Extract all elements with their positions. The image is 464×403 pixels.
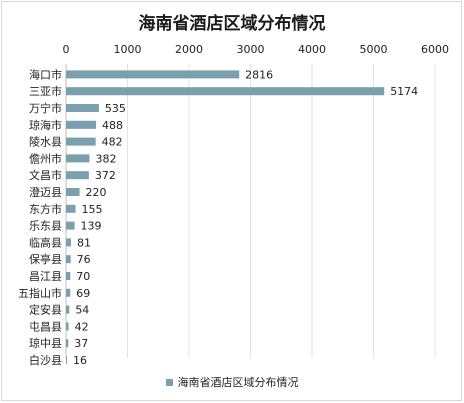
bar [66, 272, 71, 280]
bar [66, 70, 240, 79]
data-label: 5174 [390, 85, 418, 98]
bar [66, 288, 71, 297]
category-label: 五指山市 [18, 286, 62, 300]
data-label: 382 [95, 152, 116, 165]
bar [66, 204, 76, 213]
bar [66, 255, 71, 264]
category-label: 陵水县 [29, 136, 62, 149]
bar [66, 238, 71, 247]
bar [66, 137, 96, 146]
data-label: 16 [73, 354, 87, 367]
category-label: 海口市 [29, 67, 62, 81]
category-label: 屯昌县 [29, 320, 62, 333]
category-label: 乐东县 [29, 220, 62, 233]
category-label: 东方市 [29, 202, 62, 216]
data-label: 81 [77, 236, 91, 249]
category-label: 琼海市 [29, 118, 62, 132]
category-label: 琼中县 [29, 336, 62, 350]
category-label: 澄迈县 [29, 185, 62, 199]
category-label: 白沙县 [29, 353, 62, 367]
x-tick-label: 0 [63, 43, 70, 56]
data-label: 535 [105, 102, 126, 115]
data-label: 372 [95, 169, 116, 182]
category-label: 定安县 [29, 303, 62, 317]
category-label: 临高县 [29, 235, 62, 249]
bar [66, 305, 70, 314]
category-label: 保亭县 [29, 252, 62, 266]
bar [66, 104, 99, 112]
data-label: 54 [75, 304, 89, 317]
category-label: 三亚市 [29, 84, 62, 98]
data-label: 37 [74, 337, 88, 350]
bar [66, 339, 69, 348]
x-tick-label: 2000 [175, 43, 203, 56]
data-label: 69 [76, 287, 90, 300]
legend-swatch [165, 379, 173, 386]
data-label: 76 [77, 253, 91, 266]
legend: 海南省酒店区域分布情况 [0, 374, 464, 390]
bar [66, 87, 385, 96]
x-tick-label: 6000 [421, 43, 449, 56]
data-label: 139 [81, 220, 102, 233]
legend-label: 海南省酒店区域分布情况 [177, 376, 299, 389]
x-tick-label: 5000 [360, 43, 388, 56]
chart-title: 海南省酒店区域分布情况 [138, 14, 326, 34]
category-label: 昌江县 [29, 270, 62, 283]
bar [66, 171, 89, 180]
bar [66, 188, 80, 196]
category-label: 文昌市 [29, 168, 62, 182]
data-label: 220 [86, 186, 107, 199]
data-label: 488 [102, 119, 123, 132]
data-label: 155 [82, 203, 103, 216]
data-label: 482 [102, 136, 123, 149]
x-tick-label: 1000 [114, 43, 142, 56]
category-label: 万宁市 [29, 101, 62, 115]
data-label: 70 [76, 270, 90, 283]
bar [66, 154, 90, 163]
x-tick-label: 3000 [237, 43, 265, 56]
x-tick-label: 4000 [298, 43, 326, 56]
bar [66, 322, 69, 331]
category-label: 儋州市 [29, 151, 62, 165]
bar [66, 356, 67, 364]
bar [66, 120, 97, 129]
data-label: 42 [75, 320, 89, 333]
bar [66, 221, 75, 230]
data-label: 2816 [245, 68, 273, 81]
